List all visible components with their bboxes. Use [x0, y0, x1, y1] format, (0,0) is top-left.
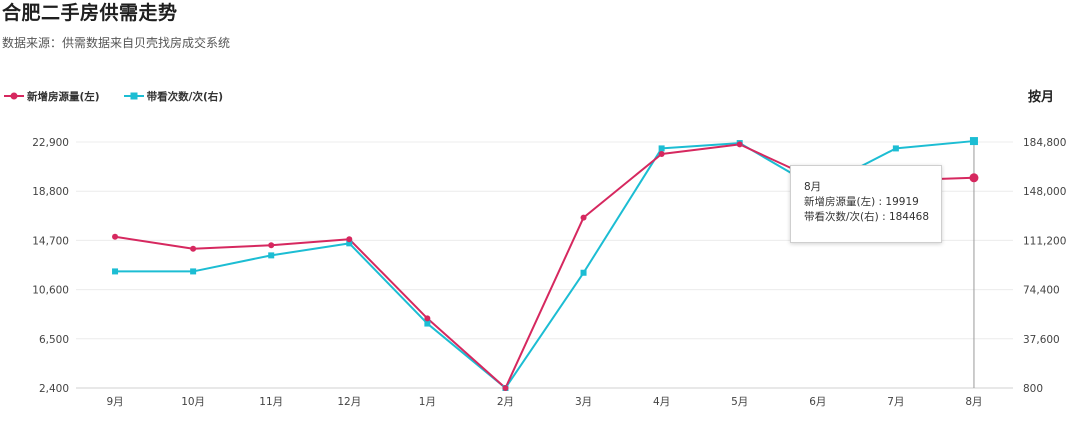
point-listings	[736, 141, 743, 148]
y-right-tick-label: 111,200	[1023, 235, 1066, 247]
x-tick-label: 10月	[181, 396, 205, 408]
x-tick-label: 5月	[731, 396, 748, 408]
y-left-tick-label: 2,400	[39, 383, 69, 395]
tooltip-month: 8月	[804, 181, 822, 193]
point-listings	[424, 315, 431, 322]
point-listings	[580, 214, 587, 221]
point-listings	[969, 173, 979, 183]
x-tick-label: 2月	[497, 396, 514, 408]
x-tick-label: 3月	[575, 396, 592, 408]
point-listings	[190, 245, 197, 252]
x-tick-label: 7月	[887, 396, 904, 408]
y-right-tick-label: 37,600	[1023, 334, 1060, 346]
legend-label-listings: 新增房源量(左)	[27, 90, 100, 103]
x-tick-label: 1月	[419, 396, 436, 408]
legend-label-viewings: 带看次数/次(右)	[146, 90, 224, 103]
y-left-tick-label: 22,900	[32, 137, 69, 149]
y-left-tick-label: 6,500	[39, 334, 69, 346]
tooltip-listings: 新增房源量(左) : 19919	[804, 196, 919, 208]
point-listings	[112, 233, 119, 240]
chart-tooltip: 8月 新增房源量(左) : 19919 带看次数/次(右) : 184468	[790, 165, 942, 243]
point-listings	[346, 236, 353, 243]
point-viewings	[346, 240, 353, 247]
data-source-note: 数据来源：供需数据来自贝壳找房成交系统	[2, 36, 231, 50]
point-listings	[268, 242, 275, 249]
x-tick-label: 8月	[965, 396, 982, 408]
x-tick-label: 6月	[809, 396, 826, 408]
page-title: 合肥二手房供需走势	[2, 2, 178, 24]
period-toggle[interactable]: 按月	[1027, 90, 1054, 105]
y-right-tick-label: 184,800	[1023, 137, 1066, 149]
y-left-tick-label: 18,800	[32, 186, 69, 198]
x-tick-label: 4月	[653, 396, 670, 408]
line-square-icon	[123, 92, 144, 100]
y-left-tick-label: 14,700	[32, 235, 69, 247]
x-tick-label: 9月	[106, 396, 123, 408]
x-tick-label: 12月	[337, 396, 361, 408]
legend-item-viewings[interactable]: 带看次数/次(右)	[123, 89, 224, 104]
point-viewings	[268, 252, 275, 259]
point-viewings	[190, 268, 197, 275]
x-tick-label: 11月	[259, 396, 283, 408]
point-listings	[502, 385, 509, 391]
y-right-tick-label: 800	[1023, 383, 1043, 395]
chart-legend: 新增房源量(左) 带看次数/次(右)	[4, 87, 247, 105]
tooltip-viewings: 带看次数/次(右) : 184468	[804, 211, 930, 223]
point-viewings	[969, 137, 978, 146]
y-left-tick-label: 10,600	[32, 285, 69, 297]
y-right-tick-label: 148,000	[1023, 186, 1066, 198]
line-circle-icon	[4, 92, 24, 100]
point-viewings	[112, 268, 119, 275]
legend-item-listings[interactable]: 新增房源量(左)	[4, 89, 100, 104]
point-listings	[658, 151, 665, 157]
point-viewings	[892, 145, 899, 152]
point-viewings	[424, 320, 431, 327]
point-viewings	[580, 269, 587, 276]
point-viewings	[658, 145, 665, 152]
y-right-tick-label: 74,400	[1023, 285, 1060, 297]
